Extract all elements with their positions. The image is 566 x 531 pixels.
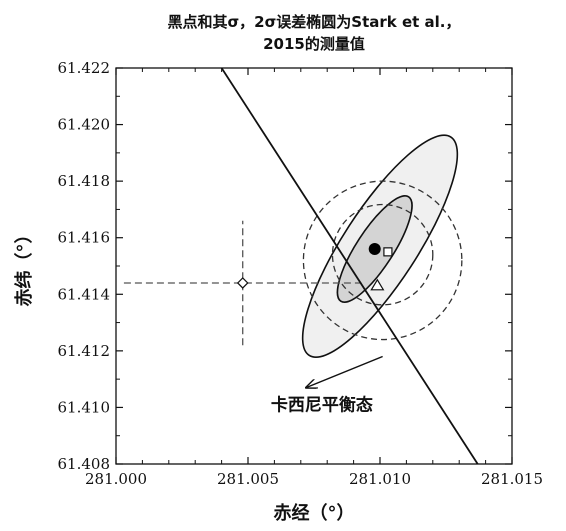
triangle-point xyxy=(370,278,385,291)
plot-area: 卡西尼平衡态 xyxy=(123,68,479,464)
dashed-circle-outer xyxy=(302,180,463,341)
x-tick-label: 281.000 xyxy=(85,470,147,488)
y-tick-label: 61.410 xyxy=(58,398,111,416)
y-tick-label: 61.422 xyxy=(58,59,111,77)
dashed-circle-inner xyxy=(331,203,434,306)
annotation-text: 卡西尼平衡态 xyxy=(271,394,373,415)
y-tick-label: 61.408 xyxy=(58,455,111,473)
plot-clip-group xyxy=(123,68,479,464)
x-tick-label: 281.005 xyxy=(217,470,279,488)
chart-title-line2: 2015的测量值 xyxy=(263,35,365,53)
x-axis-label: 赤经（°） xyxy=(274,502,355,524)
y-tick-label: 61.418 xyxy=(58,172,111,190)
x-tick-label: 281.015 xyxy=(481,470,543,488)
y-tick-label: 61.414 xyxy=(58,285,111,303)
square-point xyxy=(383,247,393,257)
y-tick-label: 61.412 xyxy=(58,342,111,360)
annotation-arrow xyxy=(306,355,383,388)
black-point xyxy=(368,243,381,256)
cassini-equilibrium-line xyxy=(220,68,479,464)
axes: 281.000 281.005 281.010 281.015 61.408 61.410… xyxy=(58,59,544,488)
x-tick-label: 281.010 xyxy=(349,470,411,488)
diamond-point xyxy=(236,277,249,289)
y-tick-label: 61.420 xyxy=(58,116,111,134)
y-tick-label: 61.416 xyxy=(58,229,111,247)
y-axis-label: 赤纬（°） xyxy=(13,226,35,307)
chart-title-line1: 黑点和其σ，2σ误差椭圆为Stark et al.， xyxy=(167,13,460,31)
